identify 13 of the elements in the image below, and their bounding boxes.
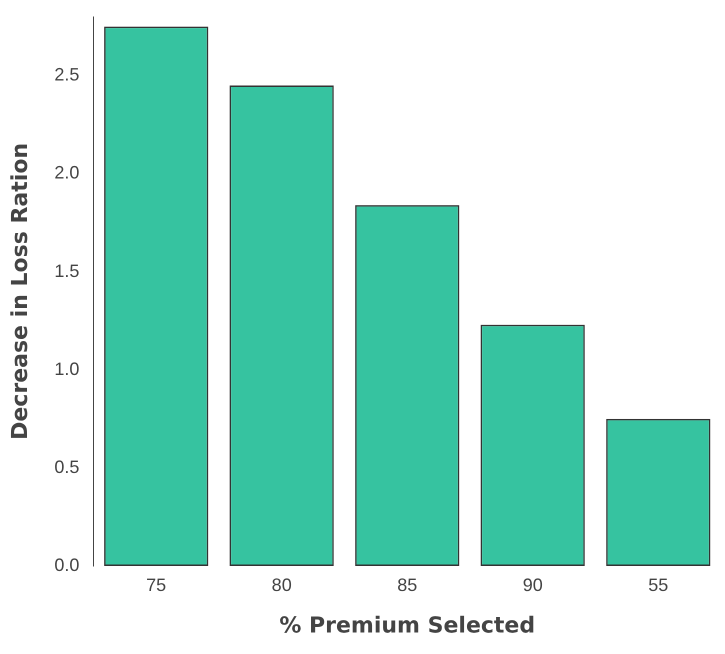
y-axis-title: Decrease in Loss Ration <box>8 142 33 440</box>
x-axis-title: % Premium Selected <box>279 614 536 639</box>
y-tick-label: 2.5 <box>54 64 80 85</box>
x-tick-label: 85 <box>397 574 418 595</box>
y-tick-label: 2.0 <box>54 162 80 183</box>
x-tick-label: 90 <box>522 574 543 595</box>
y-tick-label: 1.5 <box>54 260 80 281</box>
y-tick-label: 1.0 <box>54 358 80 379</box>
y-tick-label: 0.5 <box>54 456 80 477</box>
x-tick-label: 80 <box>272 574 292 595</box>
x-tick-label: 55 <box>648 574 668 595</box>
x-tick-label: 75 <box>146 574 166 595</box>
y-tick-label: 0.0 <box>54 554 80 575</box>
